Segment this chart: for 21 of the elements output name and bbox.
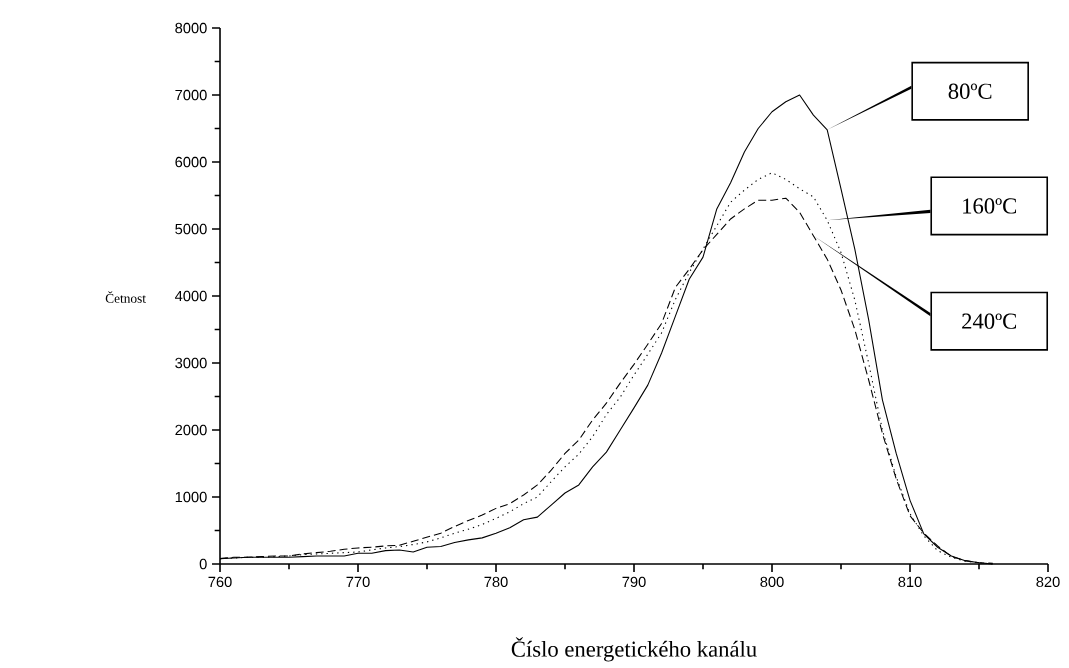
x-tick-label: 810: [898, 576, 922, 588]
x-tick-label: 790: [622, 576, 646, 588]
y-tick-label: 0: [199, 558, 207, 570]
x-tick-label: 820: [1036, 576, 1060, 588]
y-tick-label: 8000: [175, 22, 207, 34]
x-tick-label: 780: [484, 576, 508, 588]
x-tick-label: 770: [346, 576, 370, 588]
y-tick-label: 5000: [175, 223, 207, 235]
y-tick-label: 6000: [175, 156, 207, 168]
text: 80ºC: [948, 83, 992, 99]
y-tick-label: 1000: [175, 491, 207, 503]
y-tick-label: 7000: [175, 89, 207, 101]
legend-label: 160ºC: [963, 198, 1017, 214]
x-tick-label: 760: [208, 576, 232, 588]
text: 240ºC: [962, 313, 1017, 329]
x-tick-label: 800: [760, 576, 784, 588]
y-tick-label: 4000: [175, 290, 207, 302]
x-axis-title: Číslo energetického kanálu: [511, 637, 757, 662]
y-axis-title: Četnost: [105, 291, 146, 303]
y-tick-label: 3000: [175, 357, 207, 369]
y-tick-label: 2000: [175, 424, 207, 436]
